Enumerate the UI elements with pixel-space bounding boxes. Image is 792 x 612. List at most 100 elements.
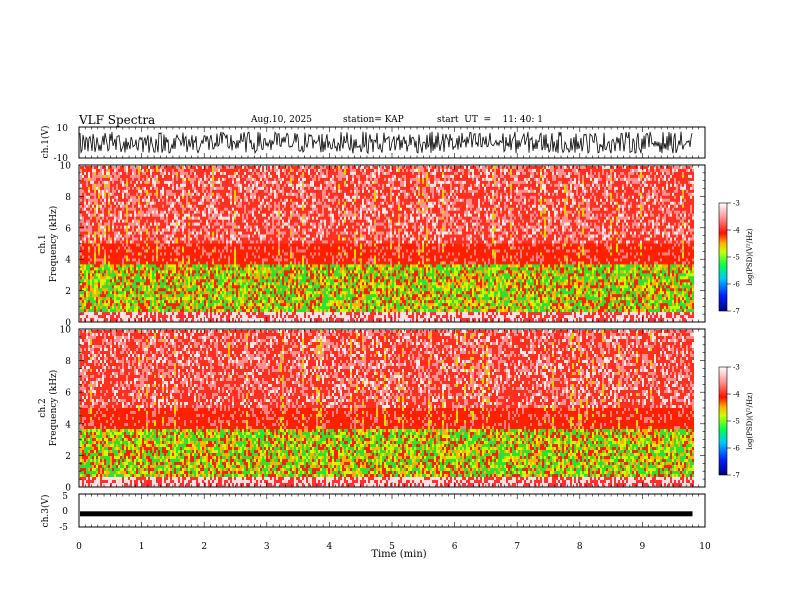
spectrogram-cell xyxy=(178,300,180,304)
spectrogram-cell xyxy=(162,219,164,223)
spectrogram-cell xyxy=(120,261,122,265)
spectrogram-cell xyxy=(142,231,144,235)
spectrogram-cell xyxy=(244,171,246,176)
spectrogram-cell xyxy=(164,195,166,200)
spectrogram-cell xyxy=(174,166,176,170)
spectrogram-cell xyxy=(172,228,174,232)
spectrogram-cell xyxy=(234,270,236,274)
spectrogram-cell xyxy=(242,273,244,277)
spectrogram-cell xyxy=(200,225,202,229)
spectrogram-cell xyxy=(154,166,156,170)
spectrogram-cell xyxy=(236,243,238,247)
spectrogram-cell xyxy=(218,195,220,200)
spectrogram-cell xyxy=(126,300,128,304)
spectrogram-cell xyxy=(198,243,200,247)
spectrogram-cell xyxy=(216,225,218,229)
spectrogram-cell xyxy=(124,276,126,280)
spectrogram-cell xyxy=(104,249,106,253)
spectrogram-cell xyxy=(268,168,270,173)
spectrogram-cell xyxy=(176,252,178,256)
spectrogram-cell xyxy=(90,168,92,173)
spectrogram-cell xyxy=(88,246,90,250)
spectrogram-cell xyxy=(194,189,196,194)
spectrogram-cell xyxy=(154,225,156,229)
spectrogram-cell xyxy=(92,198,94,203)
spectrogram-cell xyxy=(94,240,96,244)
spectrogram-cell xyxy=(82,213,84,217)
spectrogram-cell xyxy=(164,306,166,310)
spectrogram-cell xyxy=(266,243,268,247)
spectrogram-cell xyxy=(178,201,180,206)
spectrogram-cell xyxy=(148,282,150,286)
spectrogram-cell xyxy=(168,192,170,197)
spectrogram-cell xyxy=(134,225,136,229)
spectrogram-cell xyxy=(228,315,230,319)
spectrogram-cell xyxy=(100,249,102,253)
spectrogram-cell xyxy=(194,258,196,262)
spectrogram-cell xyxy=(230,213,232,217)
spectrogram-cell xyxy=(248,216,250,220)
spectrogram-cell xyxy=(268,246,270,250)
spectrogram-cell xyxy=(256,183,258,188)
spectrogram-cell xyxy=(210,318,212,322)
spectrogram-cell xyxy=(210,213,212,217)
spectrogram-cell xyxy=(230,291,232,295)
spectrogram-cell xyxy=(174,189,176,194)
spectrogram-cell xyxy=(254,168,256,173)
spectrogram-cell xyxy=(120,258,122,262)
spectrogram-cell xyxy=(94,198,96,203)
spectrogram-cell xyxy=(260,264,262,268)
spectrogram-cell xyxy=(118,288,120,292)
spectrogram-cell xyxy=(138,276,140,280)
spectrogram-cell xyxy=(128,189,130,194)
spectrogram-cell xyxy=(200,285,202,289)
spectrogram-cell xyxy=(270,189,272,194)
spectrogram-cell xyxy=(254,204,256,209)
spectrogram-cell xyxy=(240,279,242,283)
spectrogram-cell xyxy=(116,207,118,212)
spectrogram-cell xyxy=(258,166,260,170)
spectrogram-cell xyxy=(128,192,130,197)
spectrogram-cell xyxy=(118,234,120,238)
spectrogram-cell xyxy=(144,216,146,220)
spectrogram-cell xyxy=(238,210,240,214)
spectrogram-cell xyxy=(150,258,152,262)
spectrogram-cell xyxy=(156,204,158,209)
spectrogram-cell xyxy=(144,273,146,277)
spectrogram-cell xyxy=(86,195,88,200)
spectrogram-cell xyxy=(82,183,84,188)
spectrogram-cell xyxy=(94,228,96,232)
spectrogram-cell xyxy=(172,246,174,250)
spectrogram-cell xyxy=(112,273,114,277)
spectrogram-cell xyxy=(130,204,132,209)
spectrogram-cell xyxy=(148,216,150,220)
spectrogram-cell xyxy=(212,210,214,214)
spectrogram-cell xyxy=(206,306,208,310)
spectrogram-cell xyxy=(148,195,150,200)
spectrogram-cell xyxy=(112,270,114,274)
spectrogram-cell xyxy=(126,225,128,229)
spectrogram-cell xyxy=(92,186,94,191)
spectrogram-cell xyxy=(160,228,162,232)
spectrogram-cell xyxy=(202,297,204,301)
spectrogram-cell xyxy=(80,168,82,173)
spectrogram-cell xyxy=(132,228,134,232)
spectrogram-cell xyxy=(126,219,128,223)
spectrogram-cell xyxy=(138,282,140,286)
spectrogram-cell xyxy=(94,234,96,238)
spectrogram-cell xyxy=(168,237,170,241)
spectrogram-cell xyxy=(218,219,220,223)
spectrogram-cell xyxy=(144,240,146,244)
spectrogram-cell xyxy=(136,273,138,277)
spectrogram-cell xyxy=(260,210,262,214)
spectrogram-cell xyxy=(218,258,220,262)
spectrogram-cell xyxy=(214,177,216,182)
spectrogram-cell xyxy=(244,213,246,217)
spectrogram-cell xyxy=(104,225,106,229)
spectrogram-cell xyxy=(186,228,188,232)
spectrogram-cell xyxy=(80,183,82,188)
spectrogram-cell xyxy=(210,219,212,223)
spectrogram-cell xyxy=(248,195,250,200)
spectrogram-cell xyxy=(264,297,266,301)
spectrogram-cell xyxy=(258,207,260,212)
